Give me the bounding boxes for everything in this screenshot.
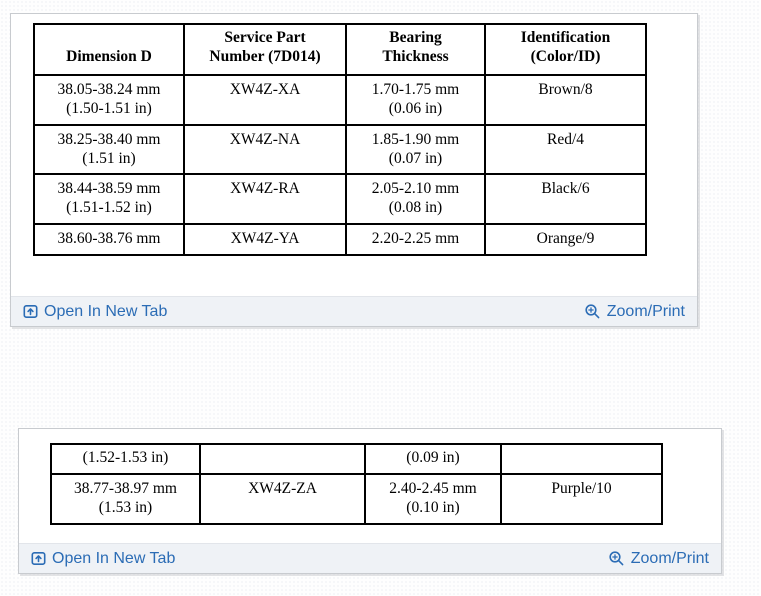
table-row: 38.05-38.24 mm (1.50-1.51 in) XW4Z-XA 1.…	[33, 73, 647, 126]
table-row: 38.77-38.97 mm (1.53 in) XW4Z-ZA 2.40-2.…	[50, 472, 663, 525]
panel-footer: Open In New Tab Zoom/Print	[19, 543, 721, 573]
cell-dimension-d: 38.25-38.40 mm (1.51 in)	[33, 123, 185, 176]
cell-dimension-d: (1.52-1.53 in)	[50, 443, 201, 475]
open-in-new-tab-link[interactable]: Open In New Tab	[31, 550, 175, 568]
cell-dimension-d: 38.05-38.24 mm (1.50-1.51 in)	[33, 73, 185, 126]
panel-footer: Open In New Tab Zoom/Print	[11, 296, 697, 326]
table-row: 38.44-38.59 mm (1.51-1.52 in) XW4Z-RA 2.…	[33, 173, 647, 226]
table-row: (1.52-1.53 in) (0.09 in)	[50, 443, 663, 475]
cell-part-number	[199, 443, 366, 475]
cell-dimension-d: 38.44-38.59 mm (1.51-1.52 in)	[33, 173, 185, 226]
cell-identification: Purple/10	[500, 472, 663, 525]
col-header-dimension-d: Dimension D	[33, 23, 185, 76]
open-in-new-tab-link[interactable]: Open In New Tab	[23, 303, 167, 321]
cell-dimension-d: 38.60-38.76 mm	[33, 223, 185, 257]
cell-identification	[500, 443, 663, 475]
open-in-new-tab-label: Open In New Tab	[52, 549, 176, 567]
cell-bearing-thickness: (0.09 in)	[364, 443, 502, 475]
cell-part-number: XW4Z-YA	[183, 223, 347, 257]
cell-identification: Red/4	[484, 123, 647, 176]
cell-bearing-thickness: 2.20-2.25 mm	[345, 223, 486, 257]
cell-identification: Orange/9	[484, 223, 647, 257]
col-header-identification: Identification (Color/ID)	[484, 23, 647, 76]
table-panel-top: Dimension D Service Part Number (7D014) …	[10, 13, 698, 327]
cell-part-number: XW4Z-RA	[183, 173, 347, 226]
zoom-print-label: Zoom/Print	[606, 302, 685, 320]
cell-bearing-thickness: 1.70-1.75 mm (0.06 in)	[345, 73, 486, 126]
cell-dimension-d: 38.77-38.97 mm (1.53 in)	[50, 472, 201, 525]
cell-bearing-thickness: 2.05-2.10 mm (0.08 in)	[345, 173, 486, 226]
header-row: Dimension D Service Part Number (7D014) …	[33, 23, 647, 76]
bearing-spec-table-continued: (1.52-1.53 in) (0.09 in) 38.77-38.97 mm …	[50, 443, 663, 525]
bearing-spec-table: Dimension D Service Part Number (7D014) …	[33, 23, 647, 257]
cell-bearing-thickness: 1.85-1.90 mm (0.07 in)	[345, 123, 486, 176]
cell-identification: Black/6	[484, 173, 647, 226]
col-header-service-part-number: Service Part Number (7D014)	[183, 23, 347, 76]
zoom-print-link[interactable]: Zoom/Print	[608, 550, 709, 568]
col-header-bearing-thickness: Bearing Thickness	[345, 23, 486, 76]
cell-identification: Brown/8	[484, 73, 647, 126]
table-panel-bottom: (1.52-1.53 in) (0.09 in) 38.77-38.97 mm …	[18, 428, 722, 574]
open-in-new-tab-icon	[23, 304, 38, 319]
cell-part-number: XW4Z-ZA	[199, 472, 366, 525]
table-row: 38.60-38.76 mm XW4Z-YA 2.20-2.25 mm Oran…	[33, 223, 647, 257]
magnifier-plus-icon	[608, 550, 625, 567]
zoom-print-link[interactable]: Zoom/Print	[584, 303, 685, 321]
magnifier-plus-icon	[584, 303, 601, 320]
cell-part-number: XW4Z-NA	[183, 123, 347, 176]
table-row: 38.25-38.40 mm (1.51 in) XW4Z-NA 1.85-1.…	[33, 123, 647, 176]
open-in-new-tab-label: Open In New Tab	[44, 302, 168, 320]
cell-part-number: XW4Z-XA	[183, 73, 347, 126]
cell-bearing-thickness: 2.40-2.45 mm (0.10 in)	[364, 472, 502, 525]
open-in-new-tab-icon	[31, 551, 46, 566]
zoom-print-label: Zoom/Print	[630, 549, 709, 567]
